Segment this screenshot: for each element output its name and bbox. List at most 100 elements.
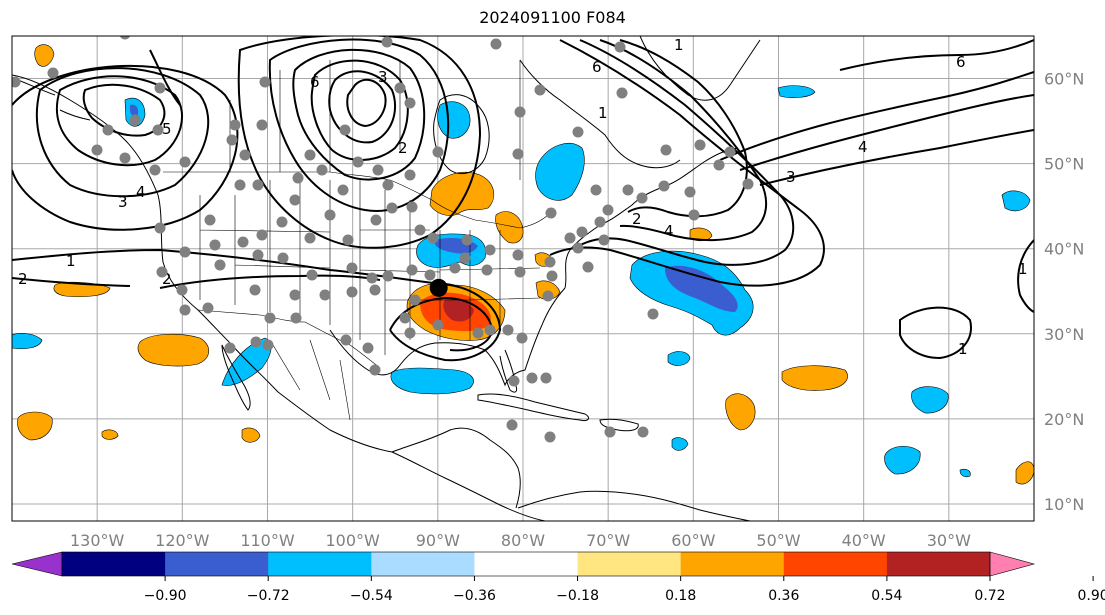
contour-label: 1 bbox=[674, 36, 684, 54]
blue-region-gulf bbox=[390, 367, 474, 395]
colorbar-segment bbox=[268, 552, 372, 576]
station-dot bbox=[484, 244, 496, 256]
station-dot bbox=[394, 82, 406, 94]
orange-region-mexico-west bbox=[241, 427, 261, 443]
station-dot bbox=[694, 139, 706, 151]
longitude-tick-label: 80°W bbox=[501, 531, 545, 550]
latitude-tick-label: 40°N bbox=[1044, 240, 1084, 259]
blue-region-east-atl bbox=[1001, 190, 1031, 212]
station-dot bbox=[461, 234, 473, 246]
contour-line-east-atl-2 bbox=[759, 129, 1034, 186]
station-dot bbox=[304, 149, 316, 161]
contour-label: 6 bbox=[592, 58, 602, 76]
orange-region-pacific-south bbox=[17, 411, 53, 441]
station-dot bbox=[179, 156, 191, 168]
contour-line-east-atl-1 bbox=[739, 94, 1034, 171]
contour-label: 3 bbox=[118, 193, 128, 211]
station-dot bbox=[369, 364, 381, 376]
station-dot bbox=[102, 124, 114, 136]
border-us-mexico bbox=[197, 309, 381, 369]
station-dot bbox=[342, 234, 354, 246]
station-dot bbox=[572, 126, 584, 138]
contour-label: 4 bbox=[858, 138, 868, 156]
blue-region-atlantic-core bbox=[665, 265, 738, 312]
contour-line-2-south bbox=[12, 274, 381, 289]
station-dot bbox=[290, 312, 302, 324]
station-dot bbox=[636, 192, 648, 204]
contour-line-east-atl-6 bbox=[839, 39, 1034, 71]
station-dot bbox=[276, 216, 288, 228]
contour-line-5-alaska bbox=[82, 83, 166, 137]
station-dot bbox=[129, 114, 141, 126]
contour-label: 1 bbox=[1018, 260, 1028, 278]
contour-line-3-high bbox=[292, 48, 426, 181]
station-dot bbox=[542, 290, 554, 302]
colorbar-tick-label: −0.36 bbox=[453, 588, 496, 604]
contour-line-1-south bbox=[12, 248, 502, 362]
station-dot bbox=[506, 419, 518, 431]
station-dot bbox=[119, 152, 131, 164]
contour-line-1-subtropic bbox=[899, 306, 972, 360]
station-dot bbox=[545, 207, 557, 219]
station-dot bbox=[516, 332, 528, 344]
contour-label: 2 bbox=[398, 139, 408, 157]
station-dot bbox=[224, 342, 236, 354]
blue-region-lesser-antilles bbox=[671, 437, 689, 451]
map-frame bbox=[11, 35, 1035, 522]
colorbar-segment bbox=[680, 552, 785, 576]
station-dot bbox=[688, 209, 700, 221]
station-dot bbox=[540, 372, 552, 384]
station-dot bbox=[154, 222, 166, 234]
longitude-tick-label: 100°W bbox=[325, 531, 380, 550]
station-dot bbox=[256, 119, 268, 131]
coastline-baja bbox=[221, 344, 251, 411]
orange-region-carolina bbox=[535, 280, 561, 300]
longitude-tick-label: 60°W bbox=[671, 531, 715, 550]
station-dot bbox=[382, 270, 394, 282]
orange-region-atlantic-mid bbox=[781, 365, 848, 391]
border-states-west bbox=[199, 180, 331, 325]
contours bbox=[12, 36, 1034, 362]
station-dot bbox=[337, 184, 349, 196]
contour-line-atlantic-2 bbox=[574, 39, 795, 266]
station-dot bbox=[346, 262, 358, 274]
station-dot bbox=[306, 269, 318, 281]
station-dot bbox=[239, 149, 251, 161]
station-dot bbox=[369, 284, 381, 296]
station-dot bbox=[209, 239, 221, 251]
station-dot bbox=[226, 134, 238, 146]
orange-region-atlantic-south bbox=[725, 393, 756, 431]
station-dot bbox=[526, 372, 538, 384]
station-dot bbox=[424, 269, 436, 281]
station-dot bbox=[304, 232, 316, 244]
colorbar-segment bbox=[371, 552, 475, 576]
borders bbox=[163, 60, 549, 421]
contour-line-2-loop bbox=[389, 296, 494, 352]
station-dot bbox=[229, 119, 241, 131]
contour-label: 4 bbox=[136, 183, 146, 201]
station-dot bbox=[409, 294, 421, 306]
station-dot bbox=[490, 38, 502, 50]
orange-region-baja bbox=[101, 429, 119, 440]
contour-line-2-alaska bbox=[12, 64, 239, 231]
contour-label: 2 bbox=[18, 270, 28, 288]
colorbar-tick-label: 0.36 bbox=[768, 588, 799, 604]
contour-line-5-northwest bbox=[149, 49, 181, 106]
station-dot bbox=[582, 261, 594, 273]
station-dot bbox=[572, 242, 584, 254]
station-dot bbox=[249, 284, 261, 296]
station-dot bbox=[406, 264, 418, 276]
station-dot bbox=[362, 342, 374, 354]
blue-region-caribbean bbox=[667, 351, 691, 366]
station-dot bbox=[289, 194, 301, 206]
station-dot bbox=[382, 179, 394, 191]
station-dot bbox=[319, 289, 331, 301]
station-dot bbox=[616, 87, 628, 99]
colorbar-tick-label: −0.90 bbox=[144, 588, 187, 604]
contour-line-6-high bbox=[346, 78, 387, 128]
station-dot bbox=[432, 319, 444, 331]
contour-label: 1 bbox=[66, 252, 76, 270]
latitude-tick-label: 30°N bbox=[1044, 325, 1084, 344]
station-dot bbox=[514, 106, 526, 118]
latitude-tick-label: 20°N bbox=[1044, 410, 1084, 429]
